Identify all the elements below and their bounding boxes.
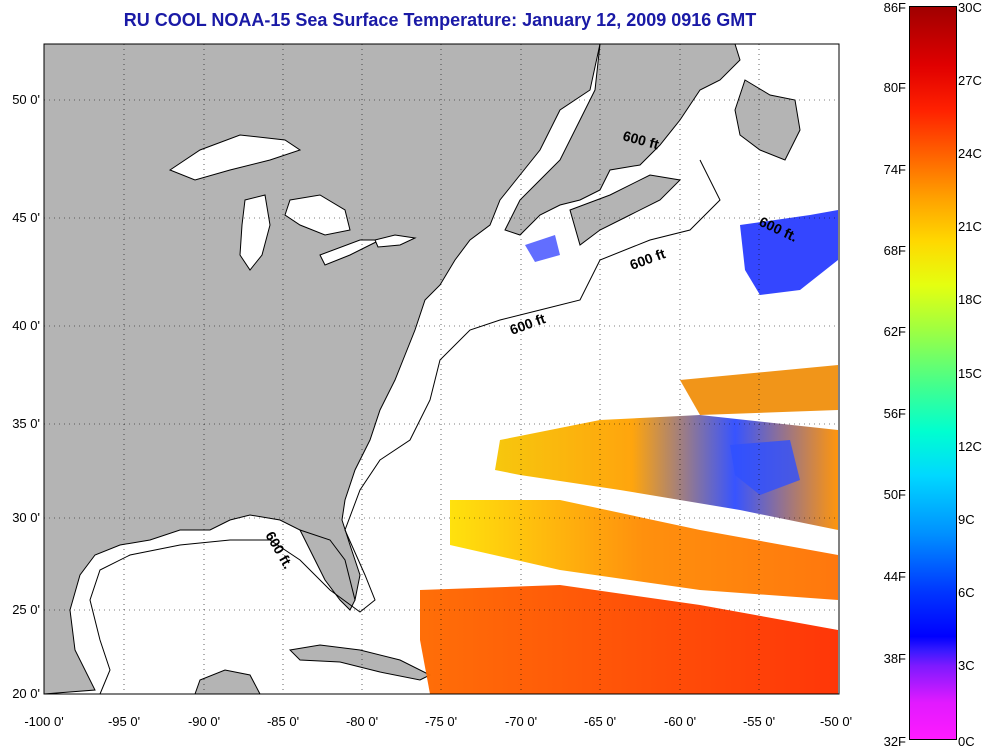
lon-label: -70 0': [504, 714, 538, 729]
lon-label: -100 0': [24, 714, 64, 729]
lake-superior: [168, 134, 302, 181]
lon-label: -85 0': [266, 714, 300, 729]
lake-erie: [319, 239, 381, 266]
colorbar-c-label: 15C: [958, 366, 982, 381]
lon-label: -50 0': [819, 714, 853, 729]
colorbar-f-label: 86F: [883, 0, 906, 15]
lon-label: -65 0': [583, 714, 617, 729]
colorbar-f-label: 74F: [883, 162, 906, 177]
colorbar-f-label: 44F: [883, 569, 906, 584]
colorbar-c-label: 30C: [958, 0, 982, 15]
colorbar-f-label: 32F: [883, 734, 906, 749]
land-cuba: [288, 644, 432, 681]
sst-swath-3: [420, 585, 838, 694]
shelf-contour: [89, 159, 721, 695]
lat-label: 35 0': [12, 416, 40, 431]
colorbar-c-label: 12C: [958, 439, 982, 454]
colorbar-f-label: 50F: [883, 487, 906, 502]
lon-label: -90 0': [187, 714, 221, 729]
colorbar-f-label: 62F: [883, 324, 906, 339]
map-title: RU COOL NOAA-15 Sea Surface Temperature:…: [123, 10, 757, 30]
lon-label: -95 0': [107, 714, 141, 729]
lake-michigan: [239, 194, 271, 271]
land-newfoundland: [734, 79, 801, 161]
colorbar-c-label: 18C: [958, 292, 982, 307]
lake-huron: [284, 194, 351, 236]
lon-label: -75 0': [424, 714, 458, 729]
sst-cold-patch: [740, 210, 838, 295]
colorbar-f-label: 80F: [883, 80, 906, 95]
colorbar-c-label: 3C: [958, 658, 975, 673]
sst-cold-patch-2: [525, 235, 560, 262]
lat-label: 45 0': [12, 210, 40, 225]
temperature-colorbar: [909, 6, 957, 740]
colorbar-c-label: 9C: [958, 512, 975, 527]
lake-ontario: [374, 234, 417, 248]
lat-label: 25 0': [12, 602, 40, 617]
colorbar-f-label: 56F: [883, 406, 906, 421]
colorbar-c-label: 27C: [958, 73, 982, 88]
colorbar-f-label: 38F: [883, 651, 906, 666]
land-atlantic-canada: [504, 43, 741, 236]
colorbar-c-label: 6C: [958, 585, 975, 600]
lon-label: -80 0': [345, 714, 379, 729]
colorbar-c-label: 24C: [958, 146, 982, 161]
grid-lines: [44, 44, 839, 694]
lon-label: -60 0': [663, 714, 697, 729]
lat-label: 50 0': [12, 92, 40, 107]
lat-label: 20 0': [12, 686, 40, 701]
colorbar-f-label: 68F: [883, 243, 906, 258]
lat-label: 40 0': [12, 318, 40, 333]
sst-blue-streak: [730, 440, 800, 495]
map-frame: [43, 43, 840, 695]
sst-swath-2: [450, 500, 838, 600]
lat-label: 30 0': [12, 510, 40, 525]
land-nova-scotia: [569, 174, 682, 246]
colorbar-c-label: 0C: [958, 734, 975, 749]
colorbar-c-label: 21C: [958, 219, 982, 234]
lon-label: -55 0': [742, 714, 776, 729]
